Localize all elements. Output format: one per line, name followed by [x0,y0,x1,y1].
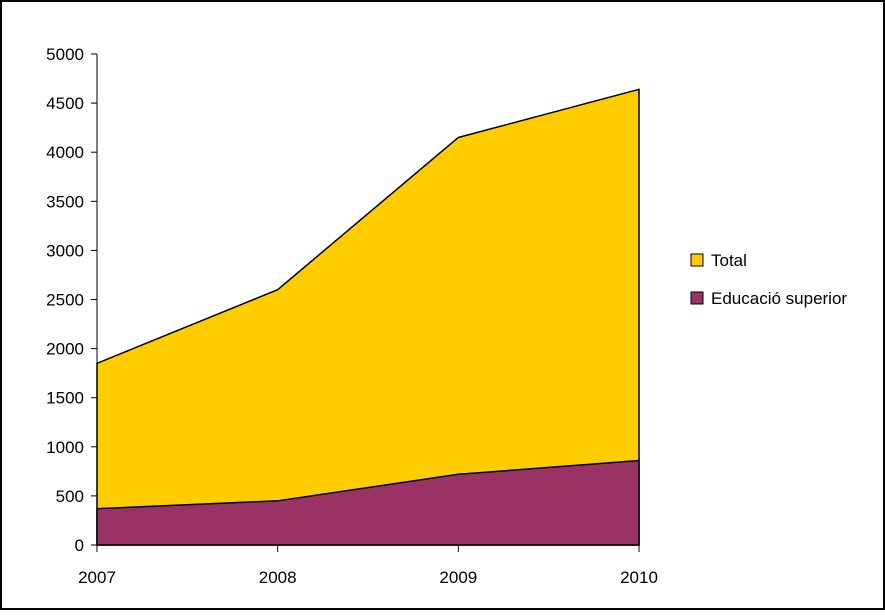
legend: Total Educació superior [690,251,847,308]
x-tick-label: 2008 [259,568,297,587]
x-tick-label: 2009 [439,568,477,587]
legend-label: Educació superior [711,289,847,308]
x-tick-label: 2010 [620,568,658,587]
y-tick-label: 3500 [46,192,84,211]
y-tick-label: 4500 [46,94,84,113]
y-tick-label: 1500 [46,389,84,408]
y-tick-label: 1000 [46,438,84,457]
x-tick-label: 2007 [78,568,116,587]
y-tick-label: 4000 [46,143,84,162]
y-tick-label: 2000 [46,340,84,359]
y-tick-label: 3000 [46,241,84,260]
legend-swatch [690,291,704,305]
y-tick-label: 5000 [46,45,84,64]
y-tick-label: 2500 [46,291,84,310]
y-tick-label: 500 [56,487,84,506]
series-areas [96,88,640,546]
y-tick-label: 0 [75,536,84,555]
legend-swatch [690,253,704,267]
legend-label: Total [711,251,747,270]
axes: 0 500 1000 1500 2000 2500 3000 3500 4000 4500 5000… [46,45,658,587]
